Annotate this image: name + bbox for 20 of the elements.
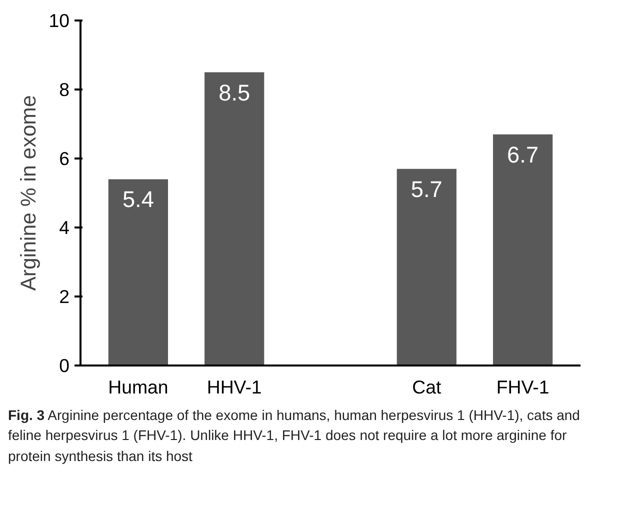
y-tick-label: 4 <box>59 217 70 238</box>
data-label: 6.7 <box>507 141 539 168</box>
x-tick-label: FHV-1 <box>496 376 550 398</box>
data-label: 5.4 <box>122 186 154 212</box>
bar <box>493 134 553 366</box>
x-tick-label: Cat <box>412 376 442 398</box>
caption: Fig. 3 Arginine percentage of the exome in humans, human herpesvirus 1 (HHV-1), cats and feline herpesvirus 1 (FHV-1). Unlike HHV-1, FHV-1 does not require a lot more arginine for protein synthesis than its host <box>8 406 581 466</box>
bar <box>396 168 456 366</box>
bar <box>204 72 264 366</box>
x-tick-label: Human <box>108 376 168 398</box>
data-label: 5.7 <box>410 176 442 202</box>
y-tick-label: 2 <box>59 286 70 307</box>
y-axis-title: Arginine % in exome <box>16 95 41 291</box>
data-label: 8.5 <box>218 79 250 106</box>
y-tick-label: 10 <box>48 10 70 31</box>
y-tick-label: 6 <box>59 148 70 169</box>
bar <box>108 179 168 366</box>
y-tick-label: 0 <box>59 355 70 376</box>
x-tick-label: HHV-1 <box>206 376 262 398</box>
y-tick-label: 8 <box>59 79 70 100</box>
